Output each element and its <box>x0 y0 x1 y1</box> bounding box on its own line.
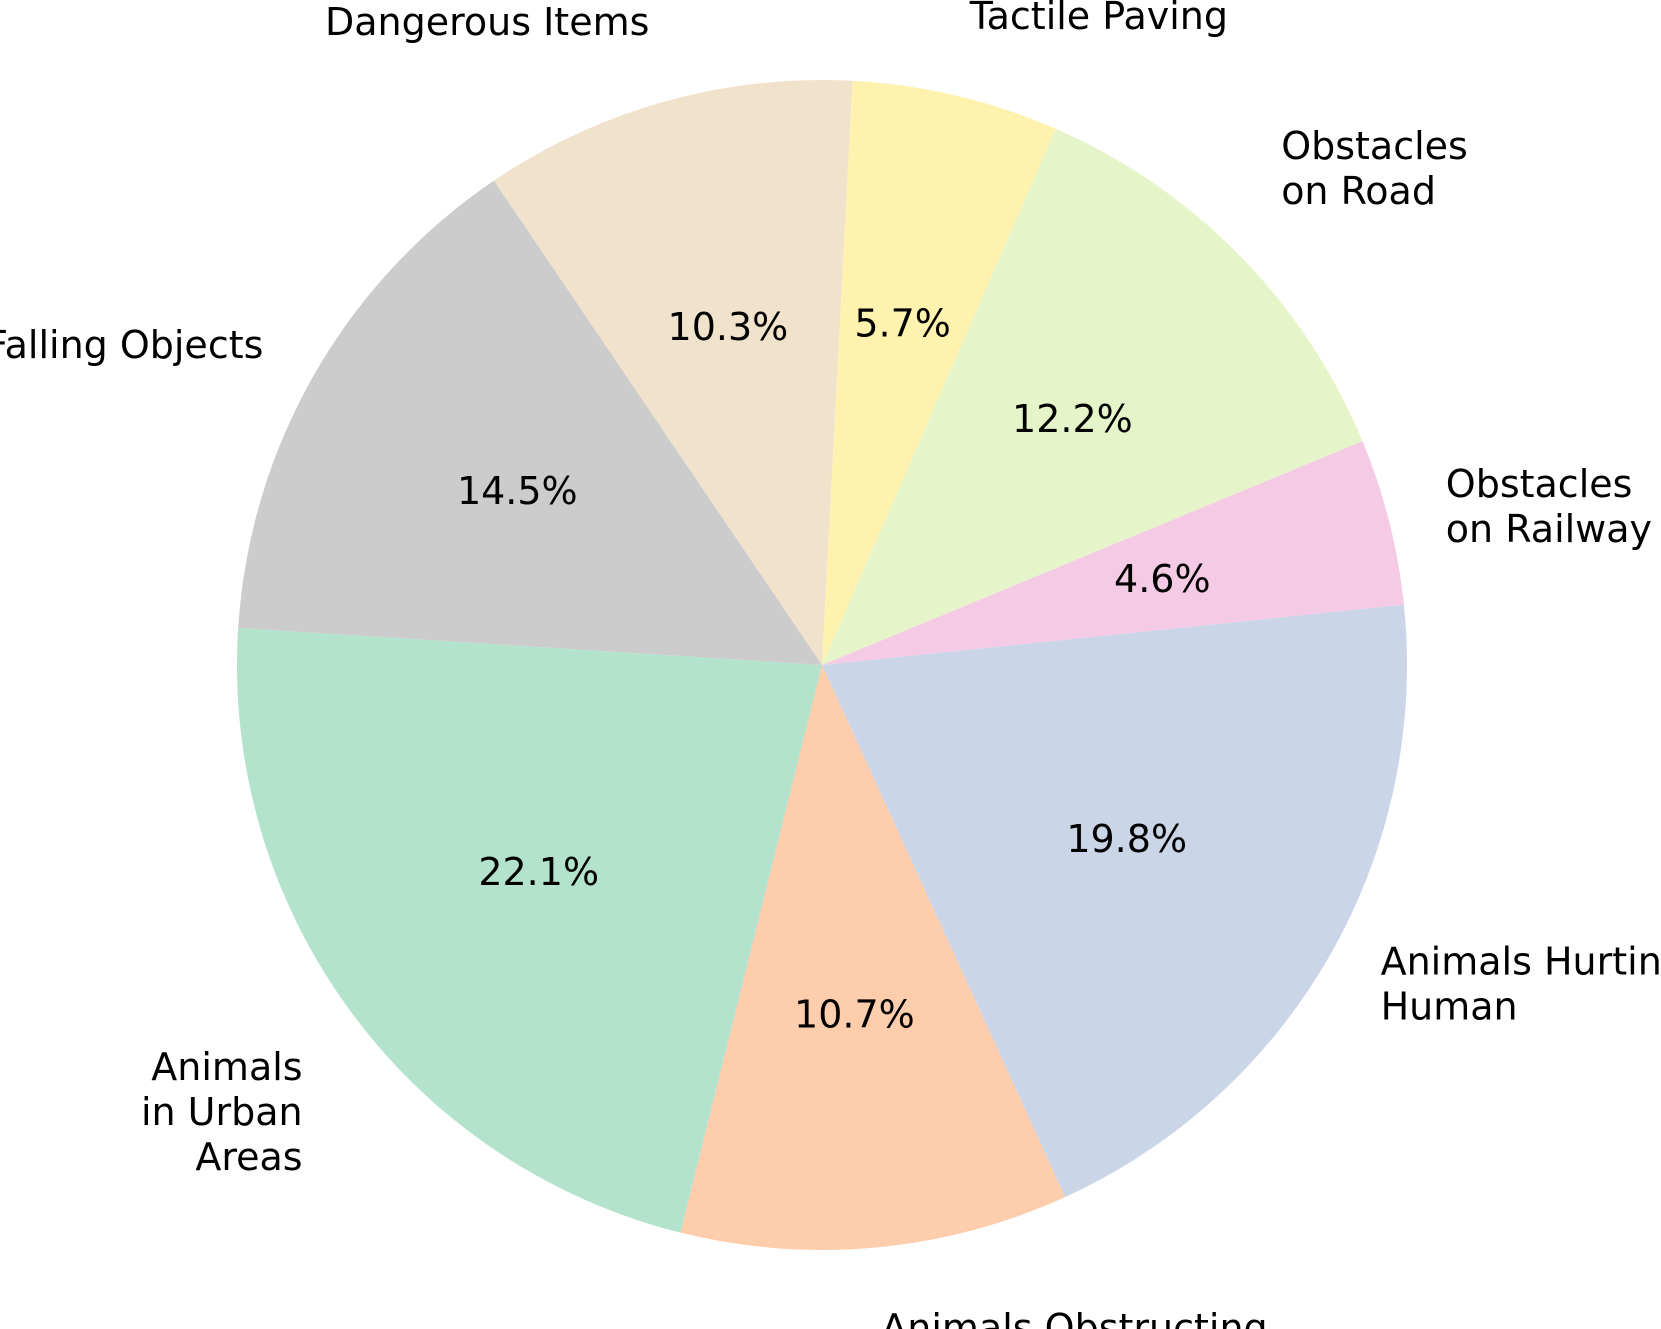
percent-label-obstructing-tactile-paving: 5.7% <box>854 301 951 345</box>
percent-label-dangerous-items: 10.3% <box>668 305 789 349</box>
percent-label-animals-obstructing-traffic: 10.7% <box>794 993 915 1037</box>
pie-slice-obstacles-on-railway <box>822 441 1404 665</box>
pie-slice-dangerous-items <box>493 79 853 665</box>
category-label-dangerous-items: Dangerous Items <box>325 0 649 44</box>
category-label-obstructing-tactile-paving: ObstructingTactile Paving <box>969 0 1228 38</box>
pie-slice-falling-objects <box>238 180 823 665</box>
pie-slice-animals-hurting-human <box>822 604 1407 1198</box>
percent-label-obstacles-on-road: 12.2% <box>1012 397 1133 441</box>
pie-slice-obstacles-on-road <box>822 128 1363 665</box>
pie-slice-animals-obstructing-traffic <box>680 665 1066 1251</box>
category-label-obstacles-on-road: Obstacles on Road <box>1281 124 1468 213</box>
percent-label-animals-in-urban-areas: 22.1% <box>478 850 599 894</box>
percent-label-falling-objects: 14.5% <box>457 469 578 513</box>
category-label-animals-in-urban-areas: Animals in Urban Areas <box>141 1045 303 1179</box>
category-label-animals-obstructing-traffic: Animals ObstructingTraffic <box>880 1306 1267 1329</box>
pie-slice-obstructing-tactile-paving <box>822 80 1056 666</box>
category-label-falling-objects: Falling Objects <box>0 323 263 367</box>
category-label-obstacles-on-railway: Obstacles on Railway <box>1446 462 1652 551</box>
percent-label-animals-hurting-human: 19.8% <box>1066 817 1187 861</box>
percent-label-obstacles-on-railway: 4.6% <box>1114 557 1211 601</box>
pie-slice-animals-in-urban-areas <box>236 627 823 1233</box>
category-label-animals-hurting-human: Animals Hurting Human <box>1381 940 1661 1029</box>
